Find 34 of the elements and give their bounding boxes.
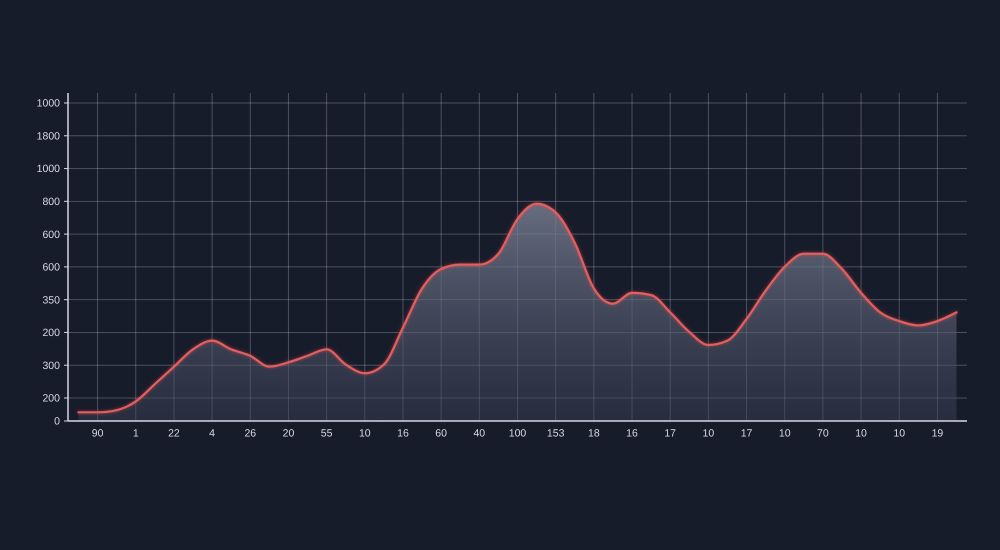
text: 200 xyxy=(42,392,60,405)
x-tick-label: 90 xyxy=(92,428,104,440)
text: 1000 xyxy=(36,163,60,176)
x-tick-label: 4 xyxy=(209,428,216,440)
x-tick-label: 20 xyxy=(282,428,294,440)
text: 350 xyxy=(42,294,60,306)
text: 600 xyxy=(42,228,60,241)
text: 800 xyxy=(42,196,60,208)
x-tick-label: 22 xyxy=(168,428,180,440)
x-tick-label: 26 xyxy=(244,428,256,440)
x-tick-label: 17 xyxy=(664,428,676,440)
x-tick-label: 70 xyxy=(817,428,829,440)
x-tick-label: 19 xyxy=(932,428,944,440)
text: 1800 xyxy=(36,130,60,142)
x-tick-label: 100 xyxy=(508,428,526,440)
x-tick-label: 10 xyxy=(893,428,906,440)
text: 200 xyxy=(42,327,60,340)
x-tick-label: 10 xyxy=(702,428,714,440)
x-tick-label: 18 xyxy=(588,428,600,440)
text: 600 xyxy=(42,262,60,274)
text: 1000 xyxy=(36,98,60,110)
x-tick-label: 10 xyxy=(358,428,371,440)
text: 0 xyxy=(54,416,60,428)
x-tick-label: 10 xyxy=(855,428,868,440)
x-tick-label: 16 xyxy=(626,428,638,440)
x-tick-label: 60 xyxy=(435,428,448,440)
text: 300 xyxy=(42,360,60,372)
x-tick-label: 55 xyxy=(320,428,333,440)
x-tick-label: 16 xyxy=(397,428,409,440)
x-tick-label: 10 xyxy=(778,428,791,440)
x-tick-label: 1 xyxy=(132,428,139,440)
x-tick-label: 17 xyxy=(740,428,753,440)
x-tick-label: 40 xyxy=(473,428,486,440)
x-tick-label: 153 xyxy=(546,428,565,440)
